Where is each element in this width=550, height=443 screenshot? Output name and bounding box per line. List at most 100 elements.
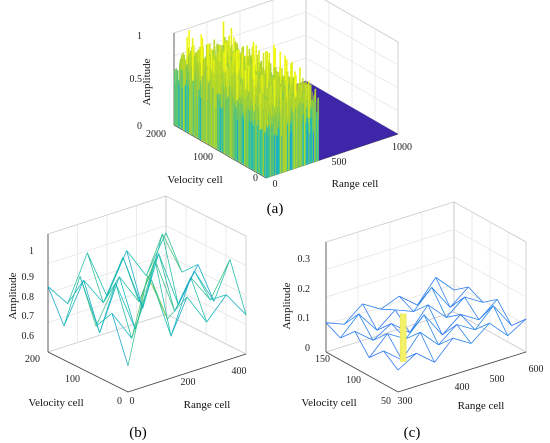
c-mesh-edge — [380, 295, 400, 310]
b-left-edge — [47, 234, 129, 393]
b-mesh-edge — [122, 256, 144, 309]
b-side-wall — [165, 195, 247, 355]
c-mesh-edge — [405, 331, 421, 340]
c-xtick-400: 400 — [455, 382, 470, 393]
b-mesh-edge — [83, 279, 104, 304]
b-mesh-edge — [167, 296, 188, 320]
c-mesh-edge — [423, 314, 443, 336]
b-xtick-0: 0 — [130, 396, 135, 407]
a-surface-strip — [202, 72, 205, 142]
b-mesh-edge — [86, 252, 104, 303]
a-surface-strip — [216, 93, 219, 150]
c-ztick-02: 0.2 — [298, 284, 311, 295]
a-ytick-1000: 1000 — [193, 152, 213, 163]
b-mesh-edge — [229, 259, 247, 315]
a-surface-strip — [262, 108, 265, 177]
b-xlabel: Range cell — [184, 399, 231, 411]
b-mesh-edge — [190, 277, 208, 323]
b-mesh-edge — [102, 276, 120, 303]
a-surface-strip — [244, 98, 247, 166]
b-ztick-1: 1 — [29, 246, 34, 257]
c-mesh-edge — [468, 286, 484, 303]
c-xy-axis — [325, 351, 527, 393]
a-surface-strip — [195, 77, 197, 138]
c-mesh-edge — [344, 313, 359, 325]
a-surface-strip — [219, 106, 222, 152]
b-mesh-edge — [186, 296, 207, 323]
b-mesh-edge — [63, 276, 81, 327]
a-surface-strip — [206, 69, 208, 144]
c-ztick-0: 0 — [305, 343, 310, 354]
a-surface-strip — [253, 119, 256, 172]
a-surface-strip — [238, 102, 240, 163]
panel-label-c: (c) — [404, 425, 421, 441]
c-mesh-edge — [478, 299, 498, 320]
c-mesh-edge — [456, 324, 476, 331]
a-surface-strip — [304, 92, 306, 166]
a-surface-strip — [207, 82, 210, 145]
a-surface-strip — [258, 119, 260, 174]
c-mesh-edge — [470, 322, 490, 344]
b-mesh-edge — [145, 233, 163, 276]
c-mesh-edge — [395, 309, 414, 312]
c-mesh-edge — [380, 308, 396, 311]
c-mesh-edge — [398, 295, 414, 312]
c-mesh-edge — [460, 314, 480, 321]
a-surface-strip — [242, 121, 245, 165]
c-mesh-edge — [435, 277, 451, 308]
a-surface-strip — [198, 89, 201, 140]
a-surface-strip — [201, 75, 204, 142]
c-xtick-500: 500 — [490, 374, 505, 385]
b-mesh-edge — [165, 232, 183, 273]
a-surface-strip — [290, 130, 293, 170]
c-mesh-edge — [431, 287, 451, 308]
c-ztick-03: 0.3 — [298, 254, 311, 265]
c-mesh-edge — [372, 333, 388, 341]
a-surface-strip — [285, 101, 288, 172]
a-surface-strip — [232, 97, 234, 159]
b-mesh-edge — [177, 264, 199, 306]
c-mesh-edge — [464, 296, 480, 320]
b-mesh-edge — [193, 270, 215, 302]
b-mesh-edge — [86, 252, 108, 297]
a-surface-strip — [221, 107, 224, 153]
a-surface-strip — [267, 135, 269, 178]
b-mesh-edge — [158, 253, 179, 306]
a-surface-strip — [192, 80, 194, 136]
b-mesh-edge — [226, 294, 247, 315]
a-surface-strip — [241, 114, 243, 165]
a-xtick-0: 0 — [273, 179, 278, 190]
c-mesh-edge — [354, 330, 374, 341]
b-mesh-edge — [190, 277, 211, 301]
c-mesh-edge — [368, 333, 388, 358]
a-ztick-1: 1 — [137, 31, 142, 42]
c-ylabel: Velocity cell — [301, 397, 356, 409]
b-mesh-edge — [63, 280, 85, 327]
b-mesh-edge — [115, 283, 133, 339]
b-mesh-edge — [83, 280, 101, 333]
c-mesh-edge — [325, 322, 341, 339]
c-mesh-edge — [387, 333, 403, 361]
c-mesh-edge — [464, 296, 483, 303]
c-ztick-01: 0.1 — [298, 313, 311, 324]
b-ytick-0: 0 — [117, 396, 122, 407]
b-zgrid — [47, 284, 247, 325]
c-mesh-edge — [416, 352, 435, 363]
a-surface-strip — [218, 99, 220, 151]
b-mesh-edge — [145, 232, 167, 276]
a-surface-strip — [215, 78, 217, 150]
a-surface-strip — [292, 112, 294, 170]
c-mesh-edge — [452, 337, 472, 344]
a-surface-strip — [250, 121, 253, 170]
a-xtick-500: 500 — [332, 157, 347, 168]
a-surface-strip — [316, 112, 318, 162]
c-mesh-edge — [460, 314, 476, 331]
b-mesh-edge — [213, 259, 231, 302]
b-ztick-09: 0.9 — [22, 272, 35, 283]
a-surface-strip — [196, 69, 199, 139]
a-surface-strip — [209, 79, 211, 146]
c-mesh-edge — [489, 322, 508, 337]
c-zgrid — [325, 256, 527, 298]
a-surface-strip — [212, 87, 214, 148]
b-mesh-edge — [95, 282, 117, 327]
